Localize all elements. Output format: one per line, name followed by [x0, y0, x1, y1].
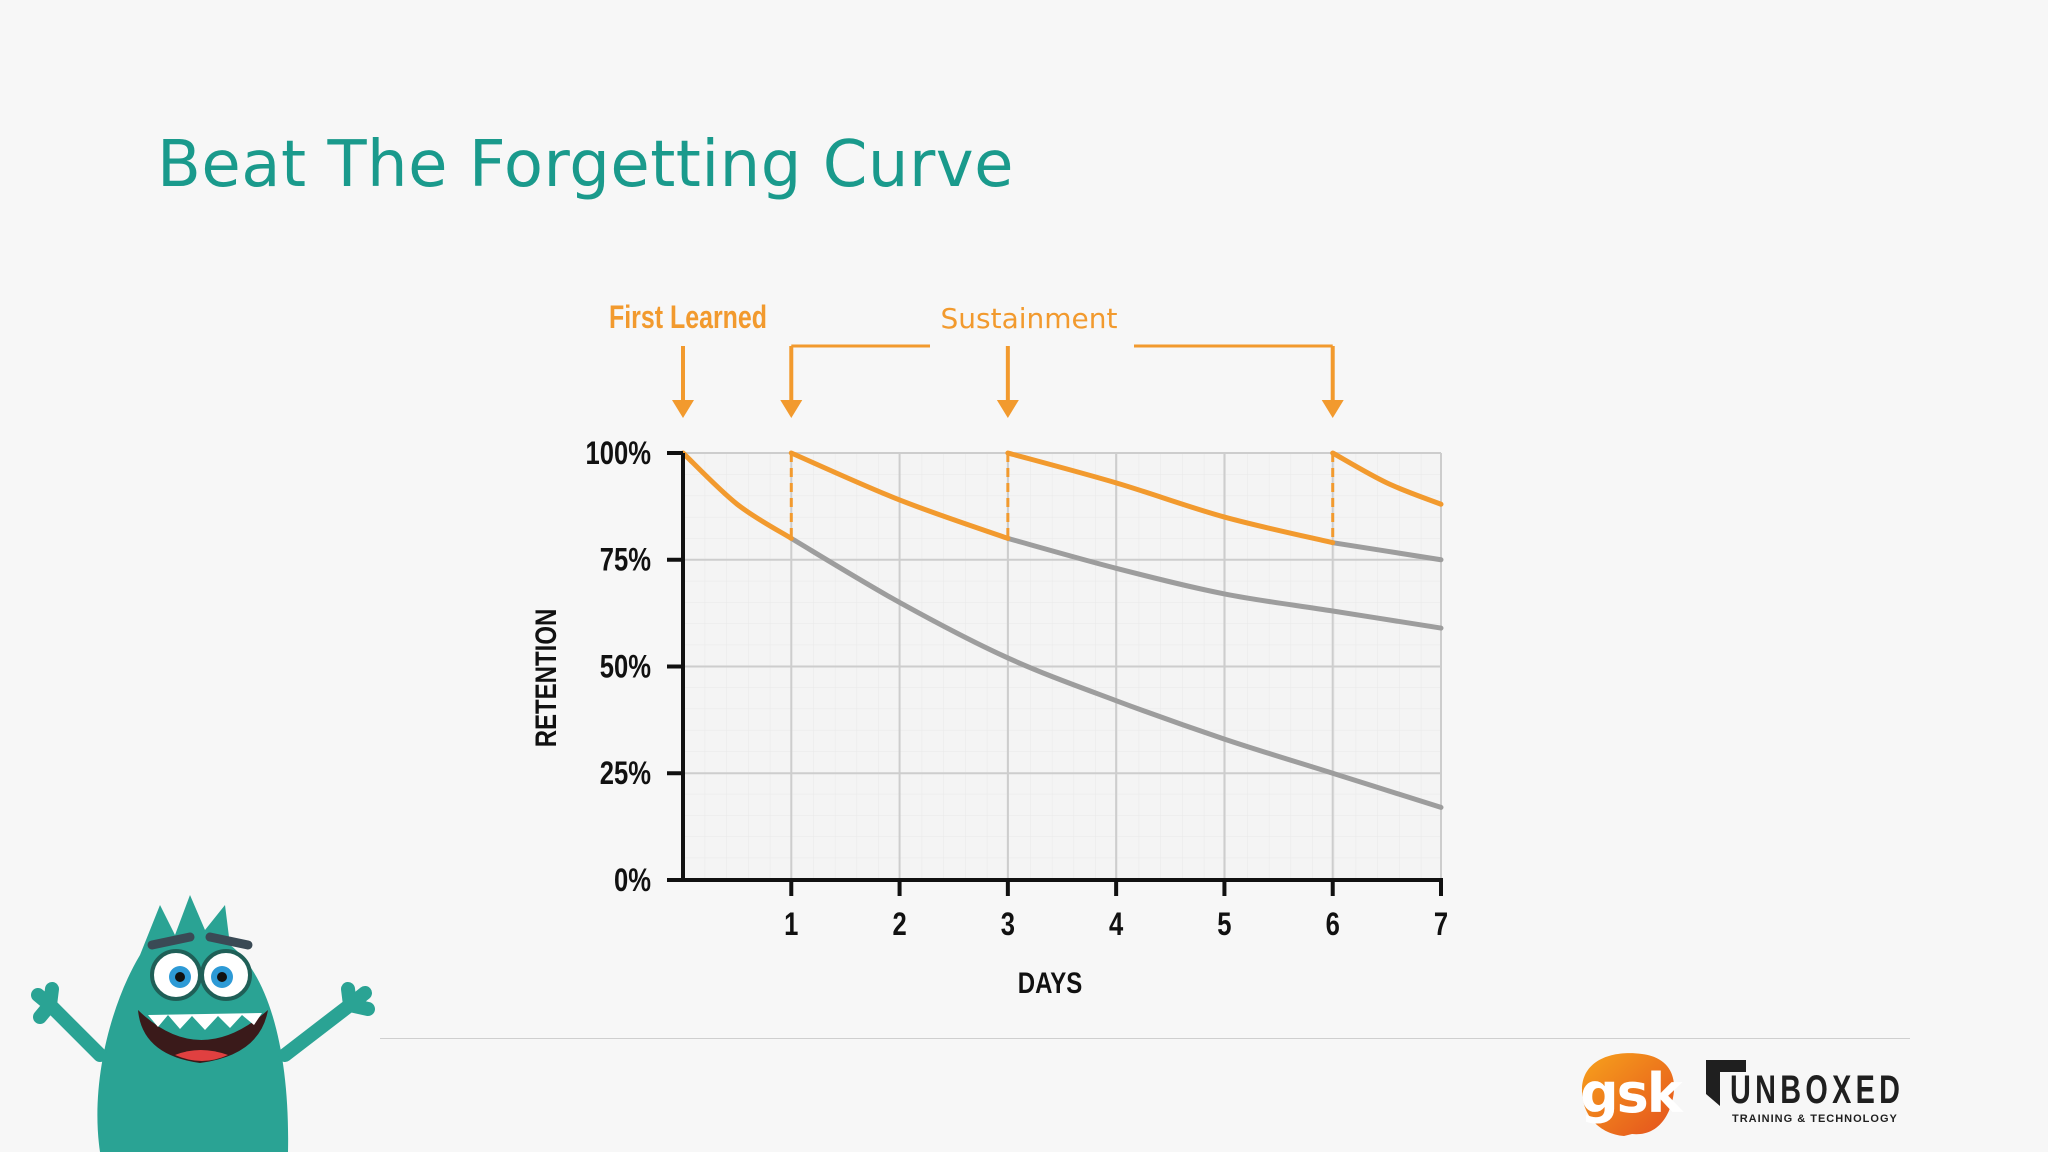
sustainment-arrow-2-head	[996, 400, 1019, 418]
y-tick-label: 0%	[614, 863, 651, 898]
y-axis-title: RETENTION	[528, 609, 562, 748]
first-learned-arrow-head	[672, 400, 694, 418]
orange-curve-5	[1005, 450, 1336, 546]
unboxed-logo	[1706, 1060, 1746, 1106]
footer-divider	[380, 1038, 1910, 1039]
gray-curve-0	[788, 535, 1444, 810]
orange-curve-4	[788, 450, 1011, 541]
y-tick-label: 50%	[600, 650, 651, 685]
x-axis-title: DAYS	[1018, 965, 1082, 999]
x-tick-label: 3	[1001, 907, 1015, 942]
orange-curve-3	[680, 450, 794, 541]
slide-title: Beat The Forgetting Curve	[157, 128, 1014, 202]
gsk-logo-text: gsk	[1580, 1062, 1683, 1125]
gsk-logo	[1582, 1053, 1675, 1136]
first-learned-label: First Learned	[609, 300, 767, 336]
sustainment-arrow-3-head	[1321, 400, 1344, 418]
x-tick-label: 7	[1434, 907, 1448, 942]
y-tick-label: 100%	[586, 436, 651, 471]
unboxed-tagline: TRAINING & TECHNOLOGY	[1732, 1113, 1898, 1125]
x-tick-label: 5	[1217, 907, 1231, 942]
x-tick-label: 2	[892, 907, 906, 942]
sustainment-arrow-1-head	[780, 400, 803, 418]
monster-mascot	[31, 895, 375, 1152]
y-tick-label: 75%	[600, 543, 651, 578]
x-tick-label: 4	[1109, 907, 1123, 942]
unboxed-logo-text: UNBOXED	[1730, 1068, 1905, 1112]
x-tick-label: 6	[1326, 907, 1340, 942]
sustainment-label: Sustainment	[941, 302, 1118, 335]
gray-curve-1	[1005, 535, 1444, 631]
orange-curve-6	[1330, 450, 1444, 507]
gray-curve-2	[1330, 540, 1444, 563]
y-tick-label: 25%	[600, 757, 651, 792]
x-tick-label: 1	[784, 907, 798, 942]
